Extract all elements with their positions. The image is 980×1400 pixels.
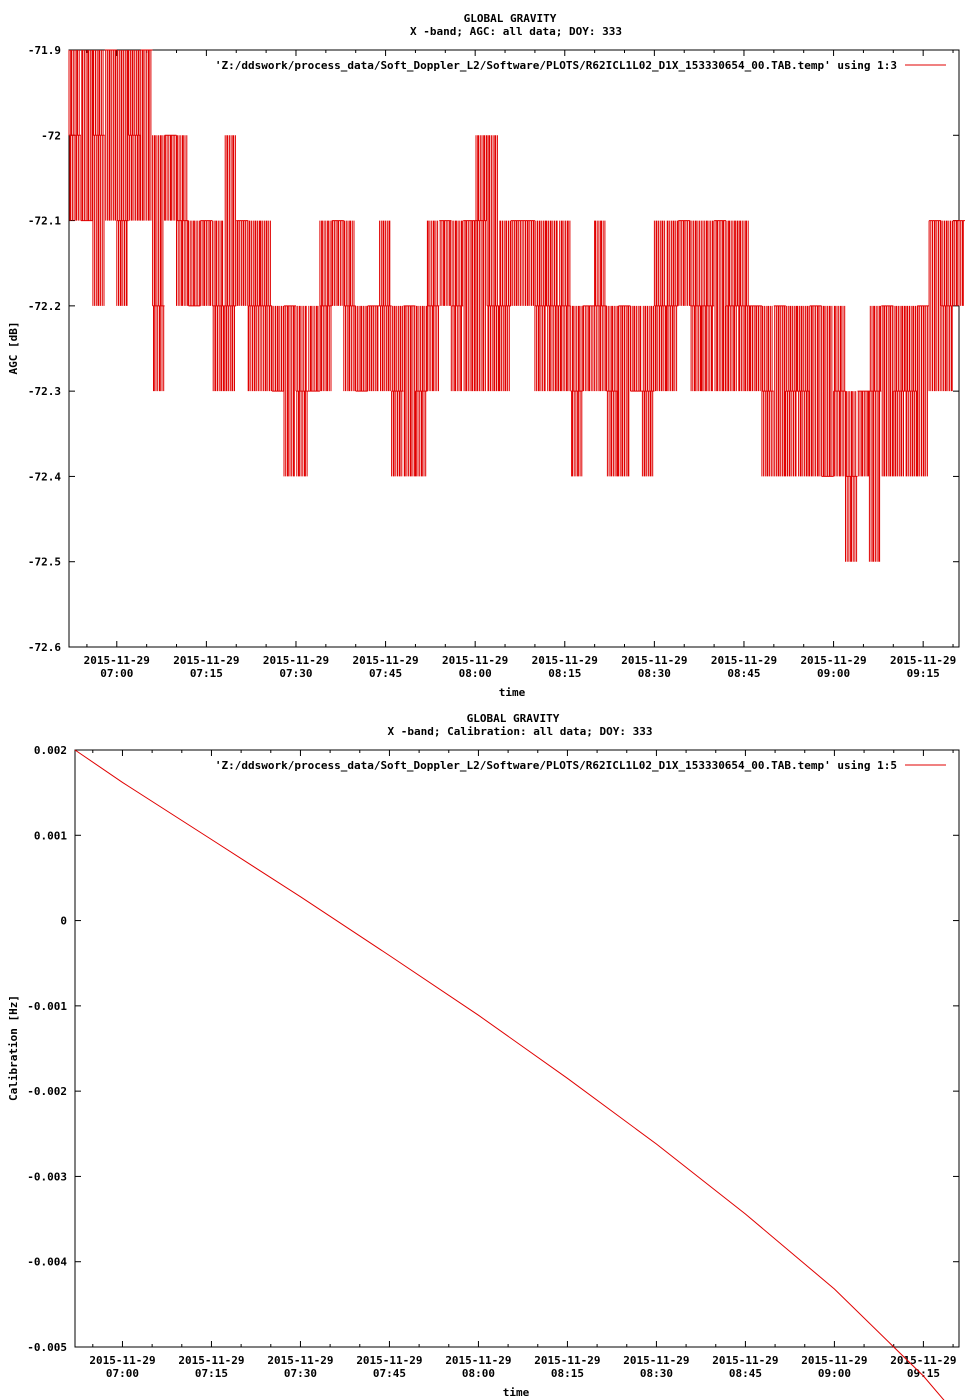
x-tick-date: 2015-11-29: [621, 654, 687, 667]
y-ticks: 0.002 0.001 0 -0.001 -0.002 -0.003 -0.004 -0.00…: [27, 744, 959, 1354]
y-tick-label: -0.003: [27, 1170, 67, 1183]
x-tick-date: 2015-11-29: [445, 1354, 511, 1367]
chart-subtitle: X -band; AGC: all data; DOY: 333: [410, 25, 622, 38]
x-tick-date: 2015-11-29: [263, 654, 329, 667]
x-tick-date: 2015-11-29: [801, 1354, 867, 1367]
x-tick-time: 07:15: [195, 1367, 228, 1380]
x-tick-time: 08:45: [727, 667, 760, 680]
x-axis-label: time: [499, 686, 526, 699]
y-ticks: -71.9 -72 -72.1 -72.2 -72.3 -72.4 -72.5 -72.6: [28, 44, 959, 654]
chart-subtitle: X -band; Calibration: all data; DOY: 333: [388, 725, 653, 738]
x-tick-time: 07:30: [284, 1367, 317, 1380]
x-tick-date: 2015-11-29: [89, 1354, 155, 1367]
y-tick-label: -71.9: [28, 44, 61, 57]
y-tick-label: -72.3: [28, 385, 61, 398]
x-tick-date: 2015-11-29: [532, 654, 598, 667]
legend-label: 'Z:/ddswork/process_data/Soft_Doppler_L2…: [215, 759, 897, 772]
x-tick-date: 2015-11-29: [356, 1354, 422, 1367]
x-tick-time: 08:00: [462, 1367, 495, 1380]
x-tick-date: 2015-11-29: [800, 654, 866, 667]
y-tick-label: -72.4: [28, 470, 61, 483]
x-tick-date: 2015-11-29: [173, 654, 239, 667]
plot-frame: [74, 749, 960, 1348]
y-axis-label: Calibration [Hz]: [7, 995, 20, 1101]
series-layer: [74, 749, 945, 1400]
agc-chart: GLOBAL GRAVITY X -band; AGC: all data; D…: [7, 12, 965, 699]
legend-label: 'Z:/ddswork/process_data/Soft_Doppler_L2…: [215, 59, 897, 72]
x-ticks: 2015-11-2907:002015-11-2907:152015-11-29…: [84, 50, 956, 680]
x-tick-date: 2015-11-29: [178, 1354, 244, 1367]
y-tick-label: 0.002: [34, 744, 67, 757]
series-layer: [68, 49, 965, 562]
x-tick-date: 2015-11-29: [267, 1354, 333, 1367]
y-tick-label: -72.5: [28, 556, 61, 569]
y-tick-label: 0: [60, 915, 67, 928]
y-tick-label: -0.002: [27, 1085, 67, 1098]
y-tick-label: -0.004: [27, 1256, 67, 1269]
x-tick-time: 07:45: [369, 667, 402, 680]
y-tick-label: 0.001: [34, 829, 67, 842]
x-tick-date: 2015-11-29: [534, 1354, 600, 1367]
x-tick-time: 07:45: [373, 1367, 406, 1380]
x-tick-date: 2015-11-29: [84, 654, 150, 667]
x-tick-time: 09:00: [817, 667, 850, 680]
x-tick-date: 2015-11-29: [711, 654, 777, 667]
x-tick-date: 2015-11-29: [890, 654, 956, 667]
x-tick-time: 09:00: [818, 1367, 851, 1380]
x-axis-label: time: [503, 1386, 530, 1399]
x-tick-time: 09:15: [907, 1367, 940, 1380]
y-tick-label: -72.2: [28, 300, 61, 313]
chart-title: GLOBAL GRAVITY: [467, 712, 560, 725]
chart-title: GLOBAL GRAVITY: [464, 12, 557, 25]
x-tick-time: 08:45: [729, 1367, 762, 1380]
y-axis-label: AGC [dB]: [7, 322, 20, 375]
x-tick-time: 08:30: [640, 1367, 673, 1380]
series-line: [68, 49, 965, 562]
x-tick-date: 2015-11-29: [712, 1354, 778, 1367]
x-tick-time: 08:30: [638, 667, 671, 680]
x-tick-date: 2015-11-29: [352, 654, 418, 667]
calibration-chart: GLOBAL GRAVITY X -band; Calibration: all…: [7, 712, 960, 1400]
y-tick-label: -72.1: [28, 215, 61, 228]
plot-frame: [68, 49, 960, 648]
y-tick-label: -0.005: [27, 1341, 67, 1354]
x-tick-time: 08:15: [551, 1367, 584, 1380]
x-tick-time: 07:00: [100, 667, 133, 680]
y-tick-label: -0.001: [27, 1000, 67, 1013]
x-tick-time: 07:00: [106, 1367, 139, 1380]
x-tick-time: 08:00: [459, 667, 492, 680]
x-ticks: 2015-11-2907:002015-11-2907:152015-11-29…: [89, 750, 957, 1380]
x-tick-date: 2015-11-29: [442, 654, 508, 667]
y-tick-label: -72.6: [28, 641, 61, 654]
x-tick-time: 08:15: [548, 667, 581, 680]
x-tick-time: 07:15: [190, 667, 223, 680]
x-tick-time: 07:30: [279, 667, 312, 680]
x-tick-date: 2015-11-29: [890, 1354, 956, 1367]
x-tick-date: 2015-11-29: [623, 1354, 689, 1367]
x-tick-time: 09:15: [907, 667, 940, 680]
y-tick-label: -72: [41, 129, 61, 142]
series-line: [74, 749, 945, 1400]
